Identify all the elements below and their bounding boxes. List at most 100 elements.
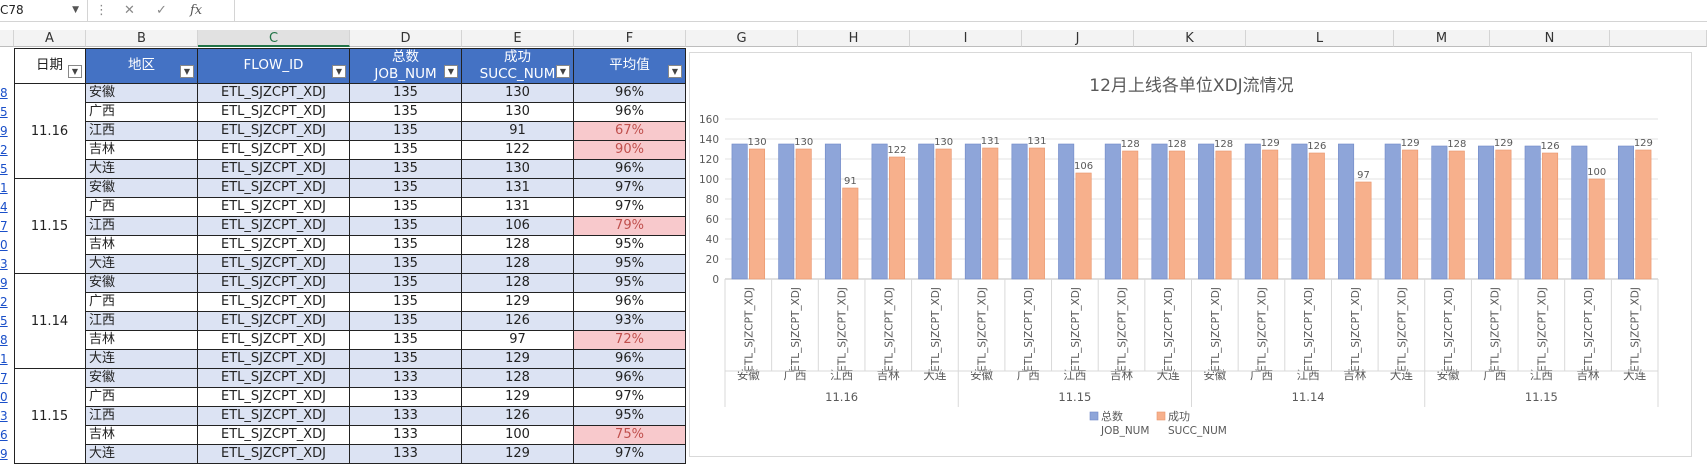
filter-icon[interactable]: ▼: [332, 65, 346, 78]
row-number[interactable]: 2: [0, 295, 8, 309]
success-cell[interactable]: 129: [462, 445, 574, 464]
total-cell[interactable]: 135: [350, 160, 462, 179]
region-cell[interactable]: 安徽: [86, 274, 198, 293]
success-cell[interactable]: 97: [462, 331, 574, 350]
flow-id-cell[interactable]: ETL_SJZCPT_XDJ: [198, 103, 350, 122]
total-cell[interactable]: 135: [350, 84, 462, 103]
date-cell[interactable]: 11.14: [14, 274, 86, 369]
row-number[interactable]: 5: [0, 314, 8, 328]
name-box[interactable]: C78 ▼: [0, 0, 88, 22]
flow-id-cell[interactable]: ETL_SJZCPT_XDJ: [198, 122, 350, 141]
total-cell[interactable]: 135: [350, 103, 462, 122]
row-number[interactable]: 9: [0, 276, 8, 290]
flow-id-cell[interactable]: ETL_SJZCPT_XDJ: [198, 217, 350, 236]
header-date[interactable]: 日期 ▼: [14, 48, 86, 84]
row-number[interactable]: 3: [0, 257, 8, 271]
average-cell[interactable]: 72%: [574, 331, 686, 350]
region-cell[interactable]: 广西: [86, 388, 198, 407]
average-cell[interactable]: 97%: [574, 179, 686, 198]
row-number[interactable]: 3: [0, 409, 8, 423]
region-cell[interactable]: 江西: [86, 407, 198, 426]
success-cell[interactable]: 129: [462, 350, 574, 369]
formula-input[interactable]: [234, 0, 1707, 22]
success-cell[interactable]: 131: [462, 179, 574, 198]
region-cell[interactable]: 吉林: [86, 331, 198, 350]
row-number[interactable]: 2: [0, 143, 8, 157]
total-cell[interactable]: 133: [350, 407, 462, 426]
column-header-h[interactable]: H: [798, 30, 910, 47]
flow-id-cell[interactable]: ETL_SJZCPT_XDJ: [198, 179, 350, 198]
total-cell[interactable]: 135: [350, 331, 462, 350]
header-average[interactable]: 平均值 ▼: [574, 48, 686, 84]
region-cell[interactable]: 吉林: [86, 426, 198, 445]
row-number[interactable]: 9: [0, 447, 8, 461]
column-header-i[interactable]: I: [910, 30, 1022, 47]
flow-id-cell[interactable]: ETL_SJZCPT_XDJ: [198, 84, 350, 103]
column-header-k[interactable]: K: [1134, 30, 1246, 47]
header-flow-id[interactable]: FLOW_ID ▼: [198, 48, 350, 84]
total-cell[interactable]: 135: [350, 274, 462, 293]
column-header-m[interactable]: M: [1394, 30, 1490, 47]
average-cell[interactable]: 97%: [574, 445, 686, 464]
success-cell[interactable]: 128: [462, 274, 574, 293]
region-cell[interactable]: 广西: [86, 103, 198, 122]
flow-id-cell[interactable]: ETL_SJZCPT_XDJ: [198, 350, 350, 369]
select-all-corner[interactable]: [0, 30, 14, 47]
success-cell[interactable]: 100: [462, 426, 574, 445]
success-cell[interactable]: 91: [462, 122, 574, 141]
header-success[interactable]: 成功 SUCC_NUM ▼: [462, 48, 574, 84]
row-number[interactable]: 8: [0, 86, 8, 100]
column-header-j[interactable]: J: [1022, 30, 1134, 47]
average-cell[interactable]: 90%: [574, 141, 686, 160]
chart-area[interactable]: 12月上线各单位XDJ流情况 0 20 40 60 80 100 120 140 160 130 ET…: [689, 52, 1692, 457]
cell-grid[interactable]: A B C D E F G H I J K L M N 日期 ▼ 地区 ▼ FLOW_ID ▼ 总数 JOB_NUM ▼ 成功…: [0, 22, 1707, 476]
region-cell[interactable]: 大连: [86, 350, 198, 369]
row-number[interactable]: 4: [0, 200, 8, 214]
header-region[interactable]: 地区 ▼: [86, 48, 198, 84]
flow-id-cell[interactable]: ETL_SJZCPT_XDJ: [198, 331, 350, 350]
filter-icon[interactable]: ▼: [556, 65, 570, 78]
cancel-icon[interactable]: ✕: [124, 3, 135, 18]
date-cell[interactable]: 11.16: [14, 84, 86, 179]
success-cell[interactable]: 128: [462, 369, 574, 388]
flow-id-cell[interactable]: ETL_SJZCPT_XDJ: [198, 312, 350, 331]
row-number[interactable]: 9: [0, 124, 8, 138]
total-cell[interactable]: 135: [350, 217, 462, 236]
flow-id-cell[interactable]: ETL_SJZCPT_XDJ: [198, 236, 350, 255]
average-cell[interactable]: 96%: [574, 103, 686, 122]
chevron-down-icon[interactable]: ▼: [72, 5, 79, 15]
success-cell[interactable]: 122: [462, 141, 574, 160]
total-cell[interactable]: 135: [350, 255, 462, 274]
average-cell[interactable]: 97%: [574, 198, 686, 217]
average-cell[interactable]: 95%: [574, 255, 686, 274]
total-cell[interactable]: 133: [350, 369, 462, 388]
row-number[interactable]: 0: [0, 390, 8, 404]
average-cell[interactable]: 79%: [574, 217, 686, 236]
column-header-e[interactable]: E: [462, 30, 574, 47]
total-cell[interactable]: 133: [350, 388, 462, 407]
column-header-g[interactable]: G: [686, 30, 798, 47]
success-cell[interactable]: 131: [462, 198, 574, 217]
average-cell[interactable]: 96%: [574, 160, 686, 179]
average-cell[interactable]: 97%: [574, 388, 686, 407]
row-number[interactable]: 7: [0, 219, 8, 233]
row-number[interactable]: 8: [0, 333, 8, 347]
region-cell[interactable]: 广西: [86, 198, 198, 217]
success-cell[interactable]: 128: [462, 255, 574, 274]
total-cell[interactable]: 135: [350, 293, 462, 312]
region-cell[interactable]: 江西: [86, 122, 198, 141]
region-cell[interactable]: 吉林: [86, 141, 198, 160]
column-header-d[interactable]: D: [350, 30, 462, 47]
average-cell[interactable]: 96%: [574, 350, 686, 369]
total-cell[interactable]: 135: [350, 350, 462, 369]
region-cell[interactable]: 大连: [86, 445, 198, 464]
region-cell[interactable]: 大连: [86, 255, 198, 274]
total-cell[interactable]: 135: [350, 141, 462, 160]
flow-id-cell[interactable]: ETL_SJZCPT_XDJ: [198, 407, 350, 426]
success-cell[interactable]: 106: [462, 217, 574, 236]
column-header-f[interactable]: F: [574, 30, 686, 47]
success-cell[interactable]: 130: [462, 84, 574, 103]
header-total[interactable]: 总数 JOB_NUM ▼: [350, 48, 462, 84]
flow-id-cell[interactable]: ETL_SJZCPT_XDJ: [198, 388, 350, 407]
flow-id-cell[interactable]: ETL_SJZCPT_XDJ: [198, 274, 350, 293]
